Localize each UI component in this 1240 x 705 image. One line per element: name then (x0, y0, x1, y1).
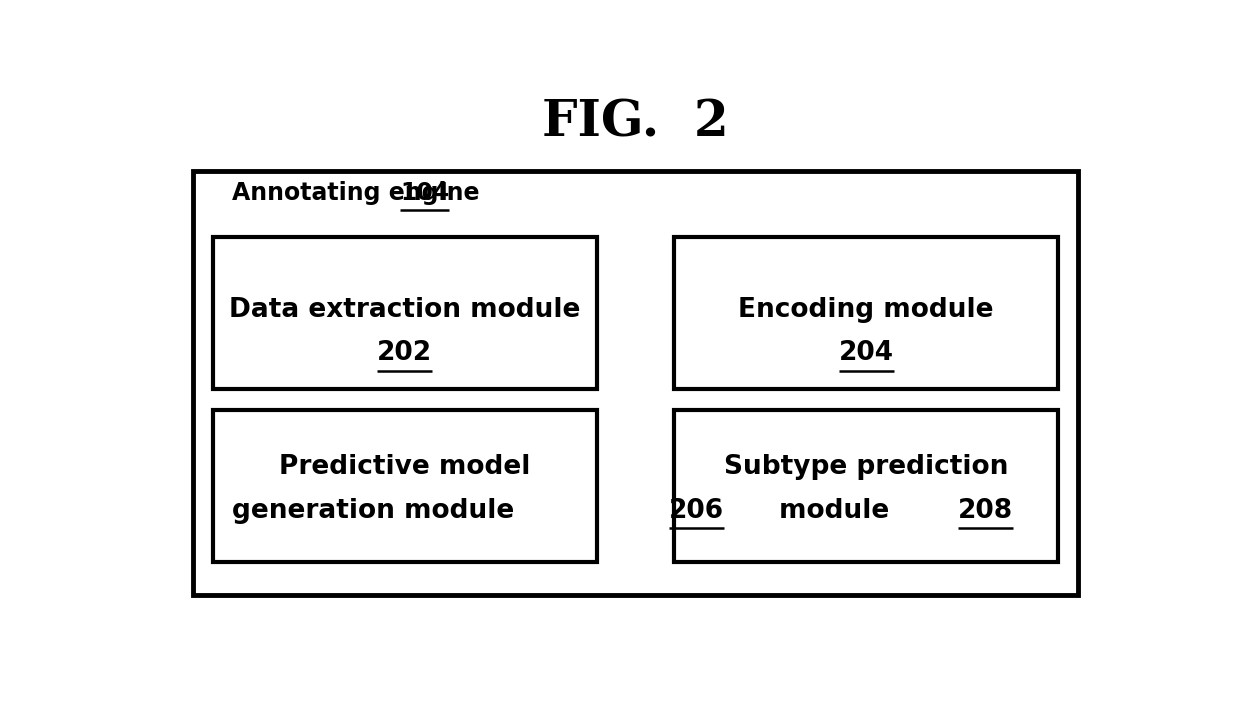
Text: Data extraction module: Data extraction module (229, 297, 580, 323)
Text: 204: 204 (838, 341, 894, 367)
FancyBboxPatch shape (675, 237, 1059, 388)
Text: 104: 104 (401, 181, 449, 205)
Text: Encoding module: Encoding module (738, 297, 994, 323)
Text: 202: 202 (377, 341, 433, 367)
Text: 206: 206 (668, 498, 724, 524)
Text: generation module: generation module (232, 498, 523, 524)
FancyBboxPatch shape (193, 171, 1078, 595)
FancyBboxPatch shape (213, 410, 596, 563)
FancyBboxPatch shape (213, 237, 596, 388)
Text: Annotating engine: Annotating engine (232, 181, 487, 205)
Text: FIG.  2: FIG. 2 (542, 98, 729, 147)
FancyBboxPatch shape (675, 410, 1059, 563)
Text: Predictive model: Predictive model (279, 454, 531, 480)
Text: 208: 208 (959, 498, 1013, 524)
Text: module: module (779, 498, 898, 524)
Text: Subtype prediction: Subtype prediction (724, 454, 1008, 480)
